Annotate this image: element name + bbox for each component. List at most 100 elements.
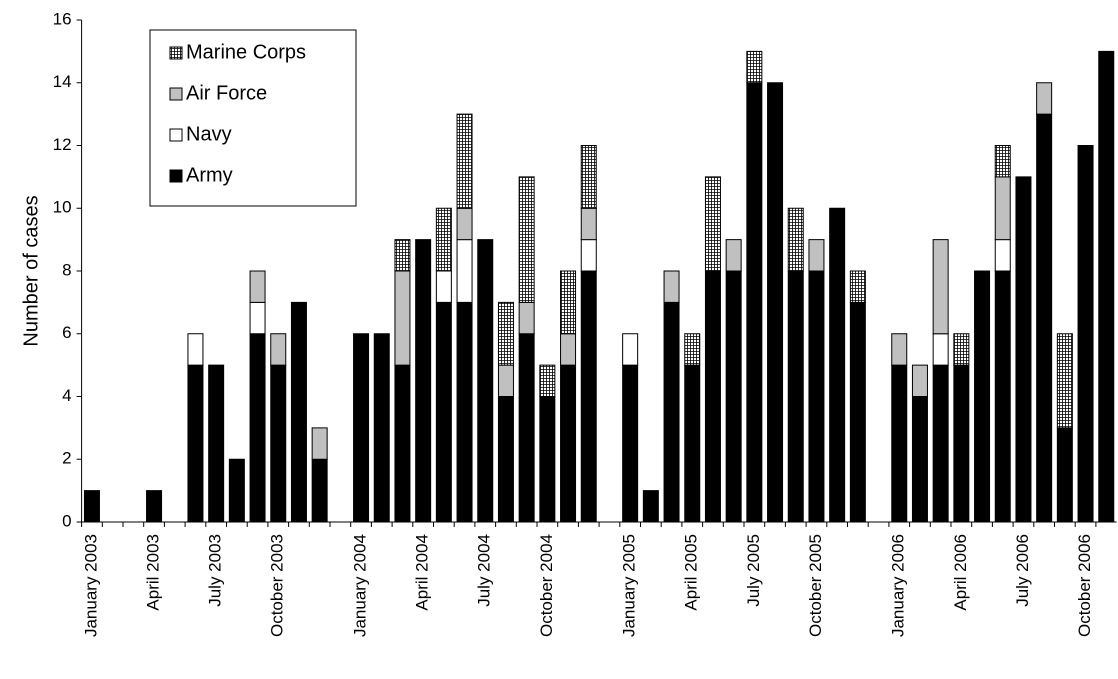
bar-segment — [290, 301, 307, 523]
bar-segment — [849, 301, 866, 523]
bar-segment — [146, 490, 163, 523]
legend-label: Air Force — [186, 82, 267, 104]
bar-segment — [249, 333, 266, 523]
bar-segment — [539, 364, 556, 397]
bar-segment — [932, 239, 949, 335]
bar-segment — [932, 364, 949, 523]
bar-segment — [353, 333, 370, 523]
bar-segment — [849, 270, 866, 303]
bar-segment — [932, 333, 949, 366]
y-axis-label: Number of cases — [20, 195, 42, 346]
bar-segment — [891, 333, 908, 366]
bar-segment — [560, 270, 577, 335]
bar-segment — [580, 239, 597, 272]
legend-swatch — [169, 46, 183, 60]
bar-segment — [228, 458, 245, 523]
bar-segment — [974, 270, 991, 523]
bar-segment — [787, 270, 804, 523]
x-tick-label: April 2006 — [951, 534, 970, 611]
legend-label: Army — [186, 164, 233, 186]
x-tick-label: January 2003 — [81, 534, 100, 637]
legend-label: Marine Corps — [186, 41, 306, 63]
x-tick-label: October 2006 — [1075, 534, 1094, 637]
bar-segment — [311, 458, 328, 523]
y-tick-label: 4 — [62, 386, 71, 405]
bar-segment — [994, 176, 1011, 241]
bar-segment — [270, 333, 287, 366]
legend-swatch — [169, 169, 183, 183]
x-tick-label: October 2004 — [537, 534, 556, 637]
bar-segment — [622, 333, 639, 366]
bar-segment — [187, 333, 204, 366]
bar-segment — [725, 239, 742, 272]
x-tick-label: July 2006 — [1013, 534, 1032, 607]
x-tick-label: April 2004 — [413, 534, 432, 611]
x-tick-label: July 2003 — [206, 534, 225, 607]
bar-segment — [208, 364, 225, 523]
bar-segment — [435, 301, 452, 523]
bar-segment — [911, 396, 928, 523]
bar-segment — [994, 145, 1011, 178]
bar-segment — [767, 82, 784, 523]
bar-segment — [829, 207, 846, 523]
bar-segment — [808, 239, 825, 272]
bar-segment — [394, 364, 411, 523]
bar-segment — [311, 427, 328, 460]
legend-swatch — [169, 87, 183, 101]
y-tick-label: 10 — [53, 198, 72, 217]
bar-segment — [394, 270, 411, 366]
bar-segment — [1077, 145, 1094, 523]
legend-swatch — [169, 128, 183, 142]
x-tick-label: October 2005 — [806, 534, 825, 637]
bar-segment — [477, 239, 494, 523]
bar-segment — [1056, 333, 1073, 429]
bar-segment — [746, 50, 763, 84]
x-tick-label: January 2005 — [620, 534, 639, 637]
bar-segment — [684, 364, 701, 523]
bar-segment — [746, 82, 763, 523]
bar-segment — [1098, 50, 1115, 523]
bar-segment — [83, 490, 100, 523]
bar-segment — [580, 145, 597, 209]
bar-segment — [580, 207, 597, 241]
bar-segment — [911, 364, 928, 397]
y-tick-label: 8 — [62, 260, 71, 279]
bar-segment — [994, 270, 1011, 523]
bar-segment — [704, 176, 721, 272]
legend-box — [149, 29, 357, 207]
x-tick-label: October 2003 — [268, 534, 287, 637]
y-tick-label: 12 — [53, 135, 72, 154]
bar-segment — [953, 364, 970, 523]
bar-segment — [953, 333, 970, 366]
bar-segment — [1036, 82, 1053, 115]
bar-segment — [622, 364, 639, 523]
bar-segment — [456, 301, 473, 523]
bar-segment — [518, 301, 535, 335]
bar-segment — [580, 270, 597, 523]
bar-segment — [518, 333, 535, 523]
bar-segment — [539, 396, 556, 523]
bar-segment — [725, 270, 742, 523]
bar-segment — [415, 239, 432, 523]
x-tick-label: January 2004 — [351, 534, 370, 637]
bar-segment — [456, 239, 473, 303]
bar-segment — [1036, 113, 1053, 523]
bar-segment — [684, 333, 701, 366]
bar-segment — [560, 333, 577, 366]
bar-segment — [642, 490, 659, 523]
bar-segment — [497, 364, 514, 397]
bar-segment — [518, 176, 535, 303]
bar-segment — [891, 364, 908, 523]
bar-segment — [1015, 176, 1032, 523]
bar-segment — [187, 364, 204, 523]
bar-segment — [994, 239, 1011, 272]
bar-segment — [787, 207, 804, 272]
x-tick-label: January 2006 — [889, 534, 908, 637]
bar-segment — [560, 364, 577, 523]
bar-segment — [663, 301, 680, 523]
legend: Marine Corps Air Force Navy Army — [149, 29, 357, 207]
bar-segment — [704, 270, 721, 523]
y-tick-label: 16 — [53, 9, 72, 28]
bar-segment — [663, 270, 680, 303]
